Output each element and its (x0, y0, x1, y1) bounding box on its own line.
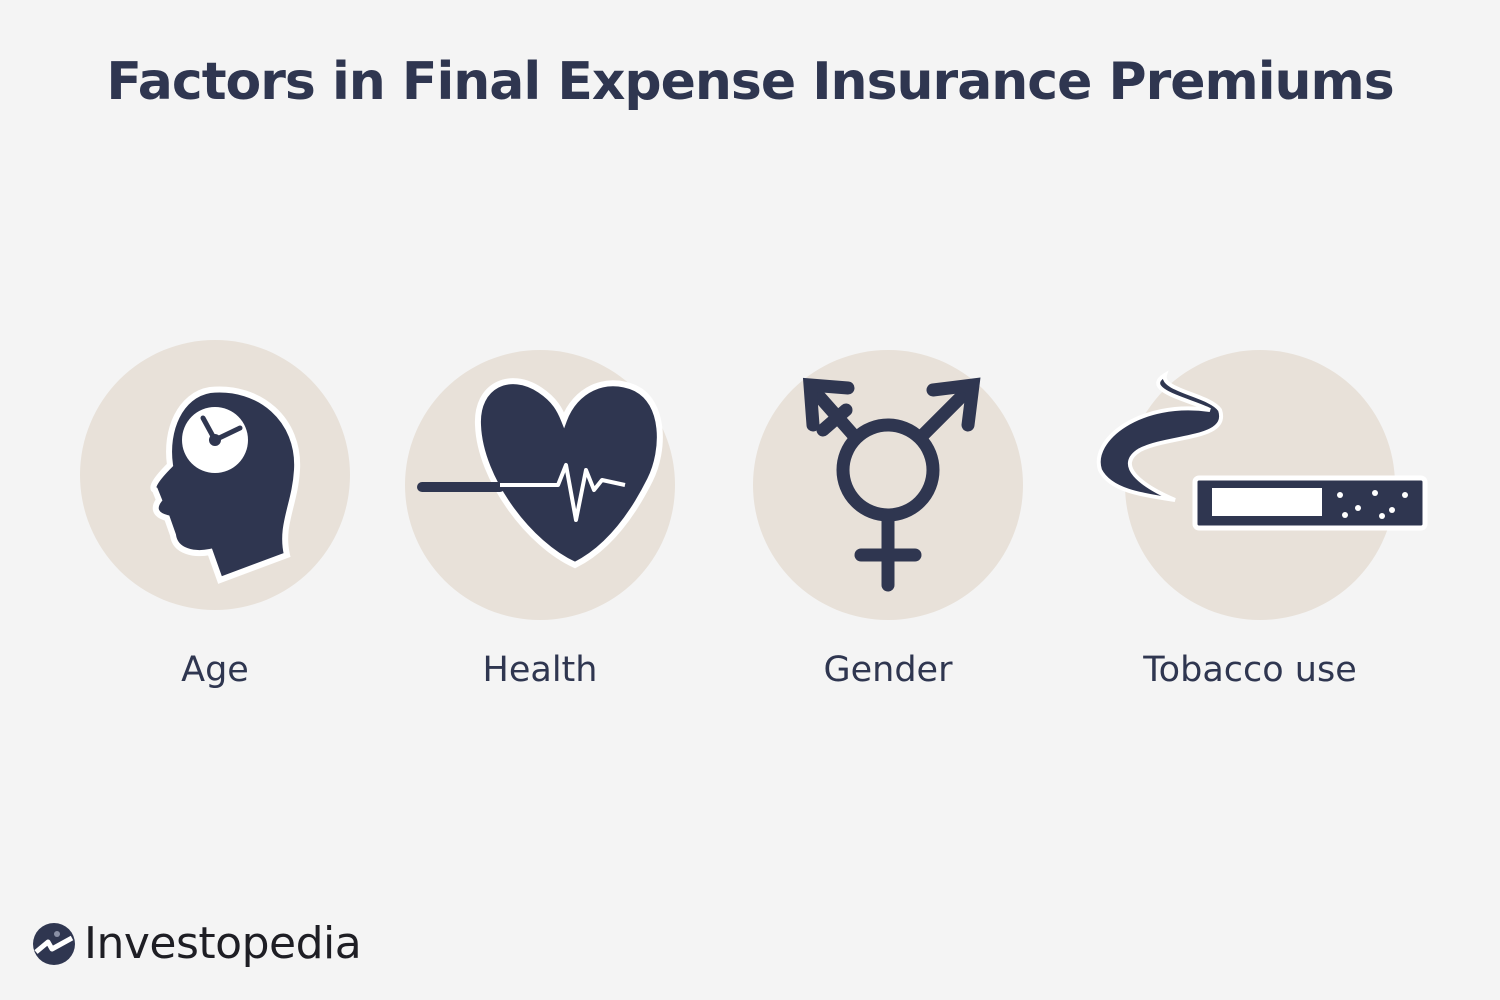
head-clock-icon (80, 340, 350, 610)
investopedia-logo: Investopedia (32, 918, 362, 969)
factor-label: Gender (823, 650, 953, 690)
cigarette-smoke-icon (1096, 350, 1428, 620)
page-title: Factors in Final Expense Insurance Premi… (106, 52, 1394, 112)
factor-gender: Gender (728, 330, 1048, 710)
factor-health: Health (380, 330, 700, 710)
factor-label: Tobacco use (1143, 650, 1357, 690)
factor-label: Health (482, 650, 598, 690)
factor-label: Age (181, 650, 249, 690)
factor-age: Age (55, 330, 375, 710)
logo-text: Investopedia (84, 918, 362, 969)
heart-heartbeat-icon (405, 350, 675, 620)
investopedia-logo-icon (33, 922, 75, 965)
transgender-symbol-icon (753, 350, 1023, 620)
factor-tobacco: Tobacco use (1090, 330, 1428, 710)
